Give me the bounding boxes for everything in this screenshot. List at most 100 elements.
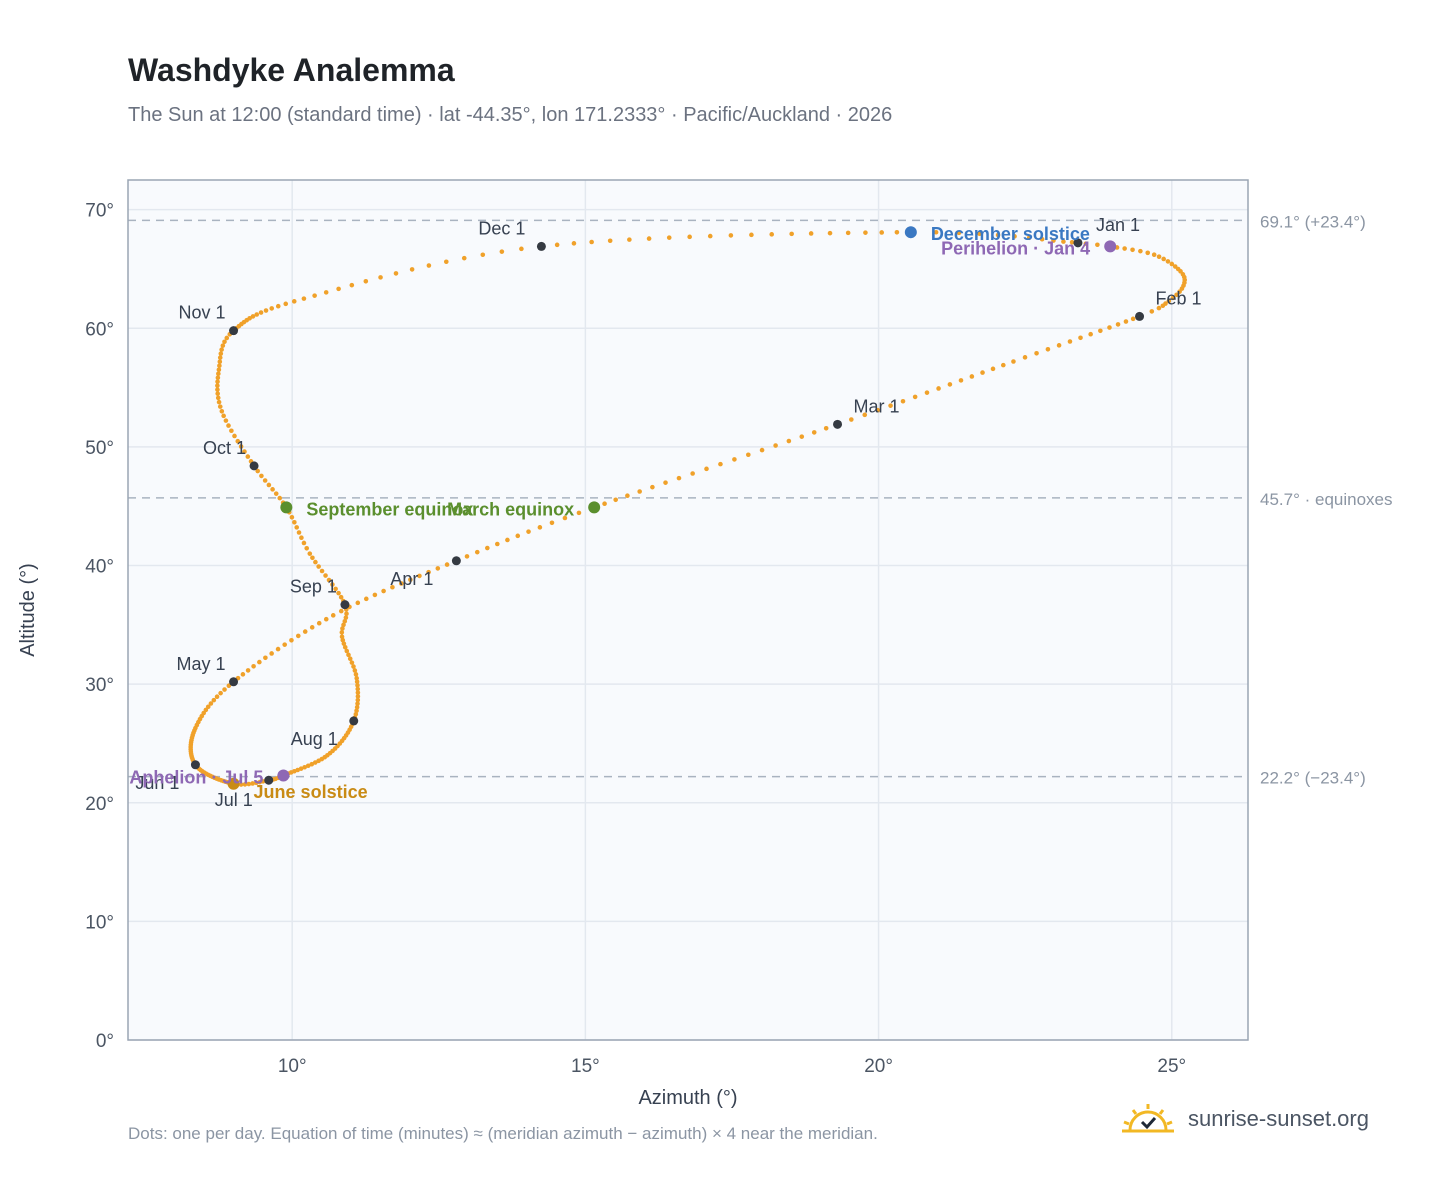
event-label: Perihelion · Jan 4 [941,238,1090,258]
month-label: May 1 [177,654,226,674]
daily-dot [789,231,794,237]
daily-dot [1156,305,1162,311]
event-marker [280,501,293,514]
daily-dot [344,648,350,654]
daily-dot [894,230,900,235]
daily-dot [769,232,775,237]
daily-dot [554,242,560,248]
y-tick-label: 60° [85,319,114,340]
event-label: June solstice [254,782,368,802]
brand-name: sunrise-sunset.org [1188,1106,1369,1131]
daily-dot [216,371,221,377]
daily-dot [936,386,941,391]
daily-dot [266,482,272,488]
daily-dot [1088,331,1093,337]
daily-dot [354,708,359,714]
daily-dot [690,471,695,476]
brand[interactable]: sunrise-sunset.org [1120,1102,1369,1136]
daily-dot [289,637,294,643]
daily-dot [341,641,347,646]
month-markers: Jan 1 Feb 1 Mar 1 Apr 1 May 1 Jun 1 Jul 1 Aug 1… [135,215,1201,810]
daily-dot [343,615,349,620]
daily-dot [291,299,297,304]
plot-frame [127,179,1249,1041]
daily-dot [444,562,450,567]
daily-dot [363,279,369,284]
daily-dot [275,646,281,652]
daily-dot [888,403,893,408]
sun-logo-icon [1122,1104,1174,1133]
event-marker [904,226,917,239]
daily-dot [602,501,607,506]
daily-dot [1149,309,1155,314]
daily-dot [346,652,351,658]
daily-dot [1051,238,1056,243]
daily-dot [862,412,868,418]
daily-dot [811,430,817,435]
daily-dot [309,761,315,767]
daily-dot [372,592,378,598]
daily-dot [220,343,226,348]
daily-dot [409,267,415,272]
y-tick-label: 30° [85,675,114,696]
daily-dot [900,398,906,404]
daily-dot [637,489,642,494]
daily-dot [255,468,261,474]
daily-dot [355,686,361,692]
month-label: Jul 1 [215,790,253,810]
daily-dot [995,232,1001,238]
daily-dot [1130,247,1135,253]
daily-dot [924,390,930,395]
daily-dot [338,594,344,600]
daily-dot [1069,239,1075,245]
daily-dot [310,555,315,561]
month-label: Apr 1 [390,569,433,589]
daily-dot [215,383,220,388]
daily-dot [304,545,310,551]
daily-dot [222,339,227,345]
daily-dot [933,229,939,235]
daily-dot [443,259,449,265]
month-marker [833,419,843,429]
daily-dot [646,236,652,241]
month-marker [249,461,259,471]
daily-dot [549,520,555,526]
daily-dot [707,233,713,239]
daily-dot [354,679,360,685]
daily-dot [294,525,300,530]
daily-dot [1083,241,1089,246]
daily-dot [223,418,229,423]
daily-dot [269,306,275,311]
daily-dot [650,484,655,490]
daily-dot [1067,339,1073,344]
daily-dot [1115,322,1121,327]
daily-dot [299,535,304,541]
daily-dot [759,447,765,453]
daily-dot [344,611,349,617]
daily-dot [589,239,594,245]
daily-dot [355,694,361,699]
daily-dot [1166,298,1172,304]
daily-dot [863,230,868,235]
daily-dot [349,282,355,288]
daily-dot [378,275,383,280]
daily-dot [323,573,328,578]
daily-dot [799,434,805,439]
daily-dot [746,452,751,458]
daily-dot [298,766,304,771]
daily-dot [956,230,962,236]
daily-dot [1034,350,1039,356]
daily-dot [339,634,345,639]
event-label: March equinox [447,499,574,519]
daily-dot [1022,355,1028,360]
daily-dot [1123,319,1129,324]
daily-dot [1026,235,1032,241]
daily-dot [309,625,315,630]
daily-dot [226,683,232,689]
daily-dot [666,235,672,240]
daily-dot [381,588,386,594]
daily-dot [1056,343,1062,348]
daily-dot [347,656,353,662]
month-marker [1135,311,1145,321]
